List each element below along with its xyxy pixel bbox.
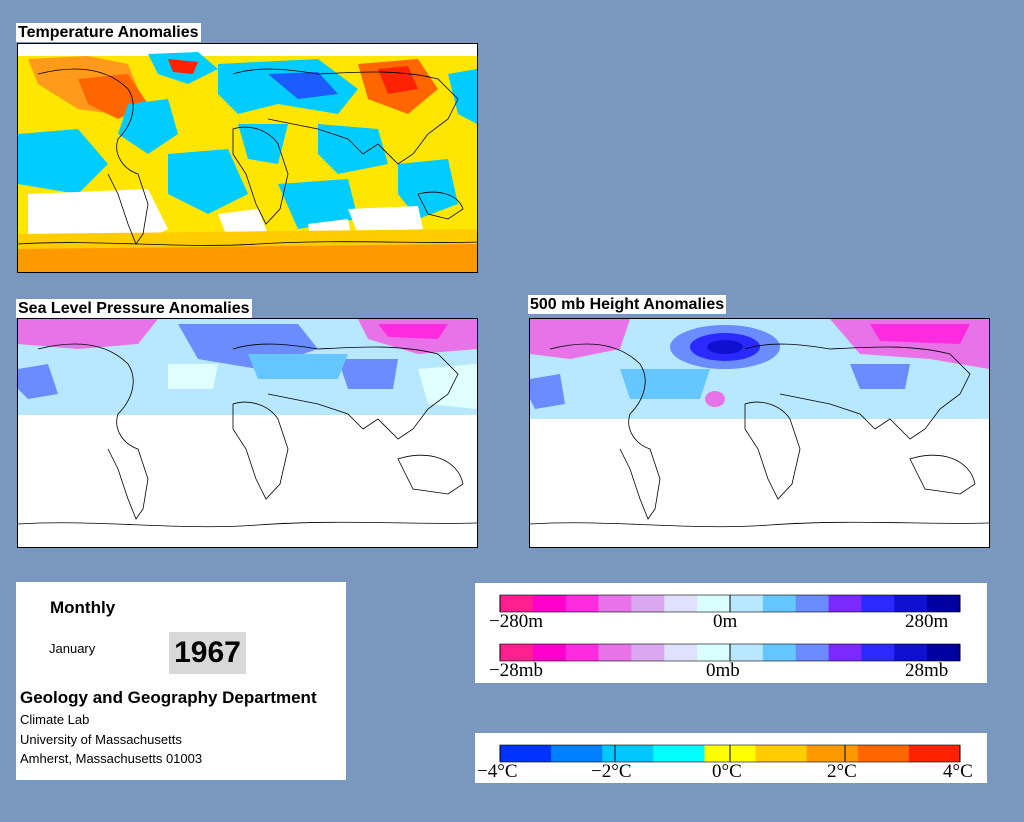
height-bar-swatch-5 (664, 595, 698, 612)
temperature-bar-swatch-2 (602, 745, 654, 762)
pressure-bar-swatch-10 (828, 644, 862, 661)
temperature-legend: −4°C −2°C 0°C 2°C 4°C (475, 733, 987, 783)
period-type-label: Monthly (50, 598, 116, 617)
temperature-bar-swatch-6 (806, 745, 859, 762)
pressure-bar-swatch-9 (795, 644, 830, 661)
temperature-legend-label-3: 0°C (712, 761, 742, 782)
height-bar-swatch-11 (861, 595, 895, 612)
address-line-1: Climate Lab (20, 712, 90, 727)
pressure-bar-swatch-0 (500, 644, 534, 661)
temperature-panel-title: Temperature Anomalies (16, 23, 201, 42)
temperature-bar-swatch-1 (551, 745, 603, 762)
height-bar-swatch-4 (631, 595, 665, 612)
slp-panel-title: Sea Level Pressure Anomalies (16, 299, 252, 318)
height-bar-swatch-10 (828, 595, 862, 612)
pressure-legend-max: 28mb (905, 660, 949, 681)
height-legend-mid: 0m (713, 611, 738, 632)
temperature-colorbar (499, 744, 961, 763)
height-bar-swatch-12 (894, 595, 928, 612)
pressure-bar-swatch-7 (730, 644, 764, 661)
height-bar-swatch-0 (500, 595, 534, 612)
pressure-bar-swatch-3 (598, 644, 632, 661)
pressure-bar-swatch-12 (894, 644, 928, 661)
height-bar-swatch-9 (795, 595, 830, 612)
address-line-3: Amherst, Massachusetts 01003 (20, 751, 203, 766)
pressure-bar-swatch-8 (762, 644, 797, 661)
temperature-bar-swatch-0 (500, 745, 552, 762)
info-box: Monthly January 1967 Geology and Geograp… (16, 582, 346, 780)
pressure-bar-swatch-6 (697, 644, 731, 661)
month-label: January (49, 641, 96, 656)
temperature-legend-label-4: 2°C (827, 761, 857, 782)
year-label: 1967 (169, 632, 246, 674)
temperature-legend-label-5: 4°C (943, 761, 973, 782)
height-bar-swatch-8 (762, 595, 797, 612)
temperature-bar-swatch-8 (908, 745, 961, 762)
department-label: Geology and Geography Department (20, 688, 317, 707)
height-legend-min: −280m (489, 611, 543, 632)
pressure-legend-min: −28mb (489, 660, 543, 681)
pressure-bar-swatch-11 (861, 644, 895, 661)
temperature-legend-label-1: −4°C (477, 761, 518, 782)
coastline-outline (530, 343, 989, 528)
height500-panel-title: 500 mb Height Anomalies (528, 295, 727, 314)
pressure-bar-swatch-13 (927, 644, 961, 661)
height-legend-max: 280m (905, 611, 949, 632)
height-pressure-legend: −280m 0m 280m −28mb 0mb 28mb (475, 583, 987, 683)
pressure-bar-swatch-5 (664, 644, 698, 661)
height500-field (530, 319, 989, 419)
coastline-outline (18, 68, 477, 246)
height-bar-swatch-13 (927, 595, 961, 612)
temperature-bar-swatch-5 (755, 745, 808, 762)
slp-field (18, 319, 477, 415)
temperature-bar-swatch-3 (653, 745, 705, 762)
coastline-outline (18, 343, 477, 528)
pressure-bar-swatch-2 (565, 644, 600, 661)
temperature-legend-label-2: −2°C (591, 761, 632, 782)
temperature-bar-swatch-7 (857, 745, 910, 762)
height-bar-swatch-6 (697, 595, 731, 612)
address-line-2: University of Massachusetts (20, 732, 182, 747)
height-bar-swatch-1 (532, 595, 567, 612)
temperature-anomaly-map (17, 43, 478, 273)
pressure-bar-swatch-1 (532, 644, 567, 661)
height-bar-swatch-2 (565, 595, 600, 612)
pressure-bar-swatch-4 (631, 644, 665, 661)
height500-anomaly-map (529, 318, 990, 548)
slp-anomaly-map (17, 318, 478, 548)
height-bar-swatch-7 (730, 595, 764, 612)
pressure-legend-mid: 0mb (706, 660, 740, 681)
height-pressure-colorbars (499, 594, 961, 662)
height-bar-swatch-3 (598, 595, 632, 612)
